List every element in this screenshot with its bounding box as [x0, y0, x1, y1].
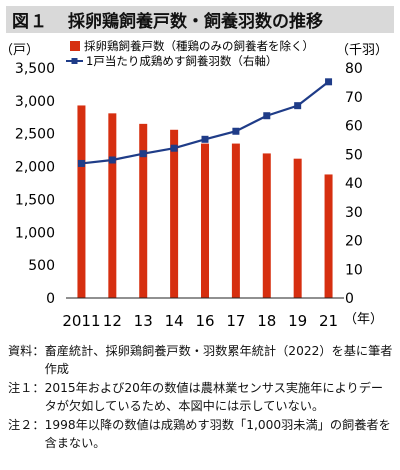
- left-axis-unit: （戸）: [0, 43, 39, 58]
- right-axis-tick-label: 50: [345, 147, 363, 163]
- x-tick-label: 16: [195, 312, 214, 330]
- left-axis-tick-label: 2,000: [15, 160, 55, 176]
- x-tick-label: 17: [226, 312, 245, 330]
- bar: [108, 113, 117, 298]
- right-axis-tick-label: 0: [345, 291, 354, 307]
- line-point: [263, 112, 271, 120]
- legend-bar-swatch: [70, 41, 80, 51]
- line-point: [77, 159, 85, 167]
- x-tick-label: 12: [103, 312, 122, 330]
- line-point: [139, 150, 147, 158]
- left-axis-tick-label: 3,000: [15, 94, 55, 110]
- line-point: [170, 144, 178, 152]
- x-tick-label: 13: [134, 312, 153, 330]
- left-axis-tick-label: 1,500: [15, 192, 55, 208]
- bar: [170, 129, 179, 298]
- notes: 資料： 畜産統計、採卵鶏飼養戸数・羽数累年統計（2022）を基に筆者作成 注１：…: [8, 343, 394, 452]
- figure-title: 採卵鶏飼養戸数・飼養羽数の推移: [68, 12, 323, 32]
- note-2-label: 注２：: [8, 418, 45, 432]
- bar: [293, 158, 302, 298]
- right-axis-tick-label: 30: [345, 205, 363, 221]
- note-2-text: 1998年以降の数値は成鶏めす羽数「1,000羽未満」の飼養者を含まない。: [44, 418, 391, 450]
- x-tick-label: 19: [288, 312, 307, 330]
- left-axis-tick-label: 3,500: [15, 61, 55, 77]
- x-tick-label: 21: [319, 312, 338, 330]
- line-point: [294, 102, 302, 110]
- line-point: [325, 78, 333, 86]
- bar: [262, 153, 271, 298]
- note-1-label: 注１：: [8, 381, 45, 395]
- right-axis-tick-label: 10: [345, 262, 363, 278]
- line-point: [108, 156, 116, 164]
- right-axis-tick-label: 70: [345, 90, 363, 106]
- legend-bar-label: 採卵鶏飼養戸数（種鶏のみの飼養者を除く）: [84, 39, 314, 53]
- note-1: 注１： 2015年および20年の数値は農林業センサス実施年によりデータが欠如して…: [8, 380, 394, 415]
- right-axis-tick-label: 20: [345, 234, 363, 250]
- left-axis-tick-label: 500: [28, 258, 55, 274]
- x-tick-label: 2011: [62, 312, 100, 330]
- left-axis-tick-label: 1,000: [15, 225, 55, 241]
- figure-number: 図１: [12, 12, 48, 32]
- figure-title-bar: 図１ 採卵鶏飼養戸数・飼養羽数の推移: [6, 6, 394, 33]
- note-1-text: 2015年および20年の数値は農林業センサス実施年によりデータが欠如しているため…: [44, 381, 384, 413]
- source-note-label: 資料：: [8, 344, 45, 358]
- right-axis-tick-label: 60: [345, 119, 363, 135]
- right-axis-tick-label: 80: [345, 61, 363, 77]
- legend-line-label: 1戸当たり成鶏めす飼養羽数（右軸）: [86, 54, 277, 68]
- note-2: 注２： 1998年以降の数値は成鶏めす羽数「1,000羽未満」の飼養者を含まない…: [8, 417, 394, 452]
- left-axis-tick-label: 0: [46, 291, 55, 307]
- left-axis-tick-label: 2,500: [15, 127, 55, 143]
- source-note: 資料： 畜産統計、採卵鶏飼養戸数・羽数累年統計（2022）を基に筆者作成: [8, 343, 394, 378]
- x-tick-label: 14: [165, 312, 184, 330]
- x-axis-unit: （年）: [344, 312, 383, 327]
- bar: [324, 174, 333, 298]
- bar: [201, 143, 209, 298]
- right-axis-unit: （千羽）: [336, 43, 388, 58]
- right-axis-tick-label: 40: [345, 176, 363, 192]
- line-point: [201, 135, 209, 143]
- bar: [231, 143, 240, 298]
- legend-line-marker: [71, 58, 78, 64]
- bar: [139, 123, 148, 298]
- x-tick-label: 18: [257, 312, 276, 330]
- source-note-text: 畜産統計、採卵鶏飼養戸数・羽数累年統計（2022）を基に筆者作成: [44, 344, 393, 376]
- bar: [77, 105, 86, 298]
- line-point: [232, 127, 240, 135]
- chart: 0 500 1,000 1,500 2,000 2,500 3,000 3,500 0 10 20…: [0, 39, 388, 330]
